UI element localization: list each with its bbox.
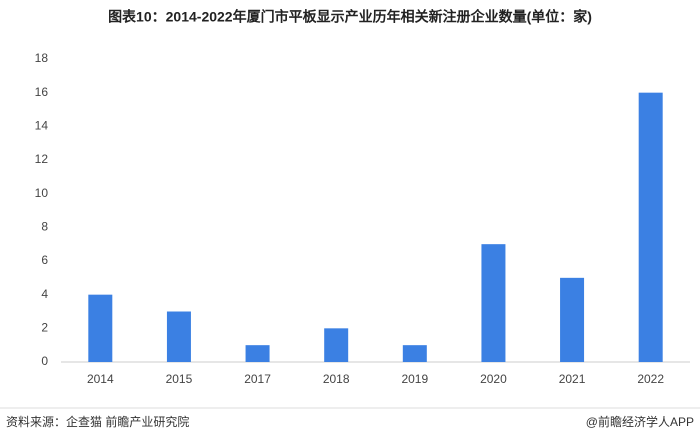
- x-tick-label: 2020: [480, 372, 507, 386]
- bar: [638, 92, 663, 363]
- y-tick-label: 6: [41, 253, 48, 267]
- x-tick-label: 2019: [401, 372, 428, 386]
- x-tick-label: 2021: [559, 372, 586, 386]
- chart-title: 图表10：2014-2022年厦门市平板显示产业历年相关新注册企业数量(单位：家…: [108, 9, 592, 25]
- bar: [245, 345, 270, 362]
- y-tick-label: 14: [35, 119, 49, 133]
- x-tick-label: 2022: [637, 372, 664, 386]
- bar: [88, 294, 113, 362]
- credit: @前瞻经济学人APP: [586, 414, 694, 429]
- y-tick-label: 8: [41, 220, 48, 234]
- x-tick-label: 2014: [87, 372, 114, 386]
- x-tick-label: 2015: [166, 372, 193, 386]
- bar: [481, 244, 506, 362]
- bar: [560, 277, 585, 362]
- x-tick-label: 2017: [244, 372, 271, 386]
- bar: [166, 311, 191, 362]
- y-tick-label: 12: [35, 152, 49, 166]
- y-tick-label: 0: [41, 354, 48, 368]
- x-tick-label: 2018: [323, 372, 350, 386]
- y-tick-label: 18: [35, 51, 49, 65]
- y-tick-label: 16: [35, 85, 49, 99]
- bar: [324, 328, 349, 362]
- bar: [402, 345, 427, 362]
- y-tick-label: 4: [41, 287, 48, 301]
- y-tick-label: 2: [41, 321, 48, 335]
- source: 资料来源：企查猫 前瞻产业研究院: [6, 414, 189, 429]
- y-tick-label: 10: [35, 186, 49, 200]
